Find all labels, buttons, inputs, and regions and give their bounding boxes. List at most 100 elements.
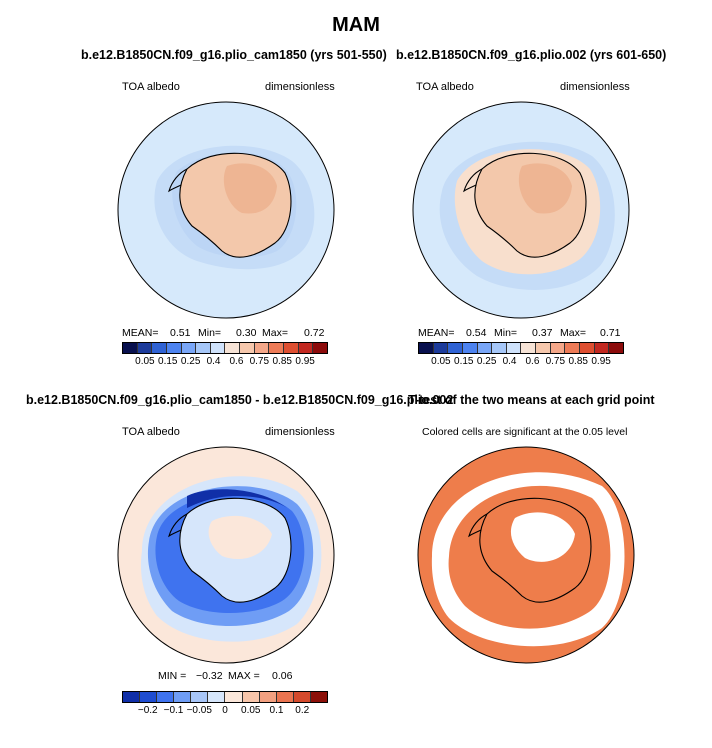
panel2-map-border xyxy=(412,101,630,319)
panel1-colorbar-swatch xyxy=(181,343,197,353)
panel4-subtitle: Colored cells are significant at the 0.0… xyxy=(422,426,628,438)
panel3-min-label: MIN = xyxy=(158,670,187,682)
panel3-map xyxy=(117,446,335,664)
panel3-colorbar-swatch xyxy=(310,692,327,702)
panel1-colorbar-swatch xyxy=(210,343,226,353)
panel4-coastline xyxy=(479,497,592,603)
panel2-mean-label: MEAN= xyxy=(418,327,455,339)
panel2-coastline xyxy=(474,152,587,258)
panel1-colorbar-tick-label: 0.75 xyxy=(249,356,270,367)
panel1-colorbar-swatch xyxy=(152,343,167,353)
panel1-colorbar-swatch xyxy=(240,343,255,353)
panel1-colorbar-swatch xyxy=(269,343,285,353)
panel2-colorbar-swatch xyxy=(536,343,551,353)
panel2-title: b.e12.B1850CN.f09_g16.plio.002 (yrs 601-… xyxy=(396,48,667,62)
panel1-colorbar-tick-label: 0.85 xyxy=(272,356,292,367)
panel4-peninsula xyxy=(468,513,488,538)
panel3-map-border xyxy=(117,446,335,664)
panel1-colorbar-swatch xyxy=(123,343,138,353)
panel3-colorbar-swatch xyxy=(225,692,243,702)
panel2-colorbar-swatch xyxy=(462,343,478,353)
panel3-min-value: −0.32 xyxy=(196,670,223,682)
panel2-max-value: 0.71 xyxy=(600,327,621,339)
panel1-east-plateau xyxy=(223,163,277,214)
panel2-colorbar xyxy=(418,342,624,354)
panel1-colorbar-swatch xyxy=(284,343,299,353)
panel2-colorbar-tick-label: 0.85 xyxy=(568,356,588,367)
panel2-colorbar-swatch xyxy=(433,343,449,353)
panel1-min-value: 0.30 xyxy=(236,327,257,339)
panel3-colorbar-swatch xyxy=(191,692,209,702)
panel1-colorbar-tick-label: 0.4 xyxy=(206,356,221,367)
panel1-colorbar-tick-label: 0.25 xyxy=(180,356,201,367)
panel1-mean-label: MEAN= xyxy=(122,327,159,339)
panel1-colorbar-tick-label: 0.05 xyxy=(135,356,155,367)
panel2-colorbar-swatch xyxy=(550,343,566,353)
panel3-max-label: MAX = xyxy=(228,670,260,682)
panel3-colorbar-swatch xyxy=(276,692,294,702)
panel1-variable-label: TOA albedo xyxy=(122,81,180,93)
figure-title: MAM xyxy=(332,14,380,36)
panel1-colorbar-tick-label: 0.6 xyxy=(229,356,244,367)
panel2-min-value: 0.37 xyxy=(532,327,553,339)
panel3-negative-core xyxy=(187,489,287,508)
panel4-insignificant-interior xyxy=(510,512,575,562)
panel1-min-label: Min= xyxy=(198,327,222,339)
panel1-max-value: 0.72 xyxy=(304,327,325,339)
panel2-colorbar-tick-label: 0.4 xyxy=(502,356,517,367)
panel3-colorbar-swatch xyxy=(174,692,192,702)
panel1-colorbar-swatch xyxy=(225,343,241,353)
panel1-colorbar-tick-label: 0.15 xyxy=(158,356,178,367)
panel3-colorbar-tick-label: −0.05 xyxy=(186,705,212,716)
panel4-title: T-test of the two means at each grid poi… xyxy=(408,393,655,407)
panel2-colorbar-swatch xyxy=(506,343,522,353)
panel1-colorbar-swatch xyxy=(166,343,182,353)
panel3-colorbar-swatch xyxy=(293,692,311,702)
panel2-variable-label: TOA albedo xyxy=(416,81,474,93)
panel3-coastline xyxy=(179,497,292,603)
panel3-colorbar-tick-label: −0.2 xyxy=(137,705,158,716)
panel2-peninsula xyxy=(463,168,483,193)
panel2-colorbar-tick-label: 0.75 xyxy=(545,356,566,367)
panel1-title: b.e12.B1850CN.f09_g16.plio_cam1850 (yrs … xyxy=(81,48,387,62)
panel3-colorbar-swatch xyxy=(123,692,141,702)
panel2-colorbar-tick-label: 0.6 xyxy=(525,356,540,367)
panel1-colorbar-swatch xyxy=(298,343,314,353)
panel1-mean-value: 0.51 xyxy=(170,327,191,339)
panel4-map xyxy=(417,446,635,664)
panel2-colorbar-swatch xyxy=(580,343,595,353)
panel1-colorbar xyxy=(122,342,328,354)
panel1-units-label: dimensionless xyxy=(265,81,335,93)
panel3-title: b.e12.B1850CN.f09_g16.plio_cam1850 - b.e… xyxy=(26,393,454,407)
panel2-colorbar-tick-label: 0.25 xyxy=(476,356,497,367)
panel3-variable-label: TOA albedo xyxy=(122,426,180,438)
panel2-units-label: dimensionless xyxy=(560,81,630,93)
panel2-min-label: Min= xyxy=(494,327,518,339)
panel2-map xyxy=(412,101,630,319)
panel3-max-value: 0.06 xyxy=(272,670,293,682)
panel1-peninsula xyxy=(168,168,188,193)
panel2-colorbar-tick-label: 0.05 xyxy=(431,356,451,367)
panel1-colorbar-tick-label: 0.95 xyxy=(295,356,315,367)
panel2-colorbar-swatch xyxy=(609,343,623,353)
panel2-colorbar-swatch xyxy=(477,343,493,353)
panel2-colorbar-swatch xyxy=(419,343,434,353)
panel1-coastline xyxy=(179,152,292,258)
panel4-map-border xyxy=(417,446,635,664)
panel1-colorbar-swatch xyxy=(137,343,153,353)
panel1-colorbar-swatch xyxy=(313,343,327,353)
panel1-colorbar-swatch xyxy=(196,343,211,353)
panel2-colorbar-swatch xyxy=(448,343,463,353)
panel2-max-label: Max= xyxy=(560,327,586,339)
panel1-colorbar-swatch xyxy=(254,343,270,353)
panel3-colorbar-swatch xyxy=(242,692,260,702)
panel3-units-label: dimensionless xyxy=(265,426,335,438)
panel3-colorbar-swatch xyxy=(208,692,226,702)
panel3-colorbar xyxy=(122,691,328,703)
panel3-interior xyxy=(208,515,272,560)
panel1-max-label: Max= xyxy=(262,327,288,339)
panel3-colorbar-swatch xyxy=(157,692,175,702)
panel3-colorbar-tick-label: 0 xyxy=(222,705,228,716)
panel2-mean-value: 0.54 xyxy=(466,327,487,339)
panel3-peninsula xyxy=(168,513,188,538)
